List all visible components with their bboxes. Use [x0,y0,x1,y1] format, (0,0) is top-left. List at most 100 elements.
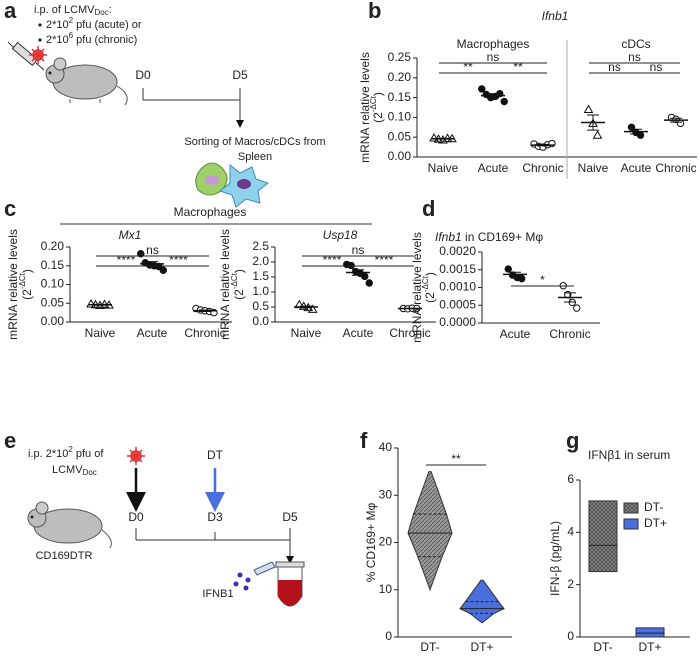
bullet [38,23,42,27]
panel-label: g [566,428,579,453]
day-label: D0 [135,68,151,82]
mouse-label: CD169DTR [36,550,93,562]
y-tick-label: 0.20 [388,70,412,84]
diagram-a: i.p. of LCMVDoc: 2*102 pfu (acute) or 2*… [7,4,326,208]
mouse [45,57,128,106]
y-tick-label: 0.0 [252,314,269,328]
infection-text: i.p. of LCMVDoc: [34,4,112,17]
significance-label: ns [352,243,365,257]
panel-label: d [422,196,435,221]
x-tick-label: DT- [420,640,439,654]
y-tick-label: 6 [567,472,574,486]
ifn-dots [233,572,251,591]
float-bar [588,500,618,573]
mouse [27,501,112,549]
y-tick-label: 1.0 [252,284,269,298]
error-bar [352,269,364,276]
error-bar [509,271,521,277]
x-tick-label: DT+ [470,640,493,654]
significance-label: ns [650,60,663,74]
text-part: (2 [423,292,437,303]
virus [127,447,145,465]
data-point [307,304,318,313]
x-tick-label: Naive [291,326,322,340]
y-tick-label: 2.0 [252,254,269,268]
text-part: -ΔCt [18,272,27,289]
data-point [504,265,512,273]
error-bar [437,137,449,140]
significance-label: ** [451,452,461,466]
error-bar [670,117,682,123]
significance-label: ** [463,60,473,74]
tube [253,561,305,607]
x-tick-label: DT- [593,640,612,654]
timeline [142,88,244,128]
group-label: cDCs [621,37,650,51]
treatment-label: DT [207,448,224,462]
text-part: (2 [371,112,385,123]
y-axis-unit: (2-ΔCt) [230,269,246,300]
readout-label: IFNB1 [202,588,233,600]
x-tick-label: Acute [621,161,652,175]
y-tick-label: 0.10 [41,277,65,291]
data-point [592,130,603,139]
y-tick-label: 0.15 [41,258,65,272]
data-point [429,132,439,142]
x-tick-label: Acute [137,326,168,340]
text-part: Ifnb1 [435,230,462,244]
y-tick-label: 0.0020 [439,244,476,258]
significance-label: **** [323,253,342,267]
chart-title: Usp18 [323,228,358,242]
float-bar [635,627,665,638]
panel-label: b [368,0,381,23]
x-tick-label: Chronic [549,327,590,341]
y-tick-label: 0.25 [388,50,412,64]
significance-label: **** [375,253,394,267]
day-label: D0 [128,510,144,524]
x-tick-label: Acute [500,327,531,341]
panel-label: f [360,428,368,453]
text-part: -ΔCt [369,95,378,112]
error-bar [300,305,312,309]
text-part: in CD169+ Mφ [462,230,544,244]
injection-text: i.p. 2*102 pfu of [28,445,104,460]
text-part: -ΔCt [230,272,239,289]
virus-text: LCMVDoc [52,464,97,477]
data-point [137,250,145,258]
y-tick-label: 0.0010 [439,280,476,294]
x-tick-label: DT+ [638,640,661,654]
data-point [478,85,486,93]
error-bar [587,114,599,131]
data-point [583,104,594,113]
y-tick-label: 0.00 [388,149,412,163]
section-title: Macrophages [174,205,247,219]
text-part: ) [20,269,34,273]
text-part: -ΔCt [421,275,430,292]
x-tick-label: Naive [578,161,609,175]
y-tick-label: 0 [385,629,392,643]
y-axis-label: mRNA relative levels [410,232,424,343]
y-tick-label: 30 [379,487,393,501]
y-tick-label: 0.0015 [439,262,476,276]
error-bar [564,292,576,303]
y-axis-label: IFN-β (pg/mL) [548,521,562,596]
y-tick-label: 0.05 [388,129,412,143]
text-part: ) [423,272,437,276]
significance-label: ns [487,50,500,64]
data-point [159,266,167,274]
violin [407,471,453,592]
x-tick-label: Naive [428,161,459,175]
legend-label: DT+ [644,516,667,530]
error-bar [94,303,106,306]
y-tick-label: 0.10 [388,110,412,124]
x-tick-label: Chronic [389,326,430,340]
x-tick-label: Acute [343,326,374,340]
y-tick-label: 0.0000 [439,315,476,329]
text-part: Usp18 [323,228,358,242]
diagram-e: i.p. 2*102 pfu of LCMVDoc DT D0 D3 D5 CD… [27,445,305,607]
y-tick-label: 0.15 [388,90,412,104]
significance-label: * [540,273,545,287]
x-tick-label: Naive [85,326,116,340]
virus [29,46,47,64]
